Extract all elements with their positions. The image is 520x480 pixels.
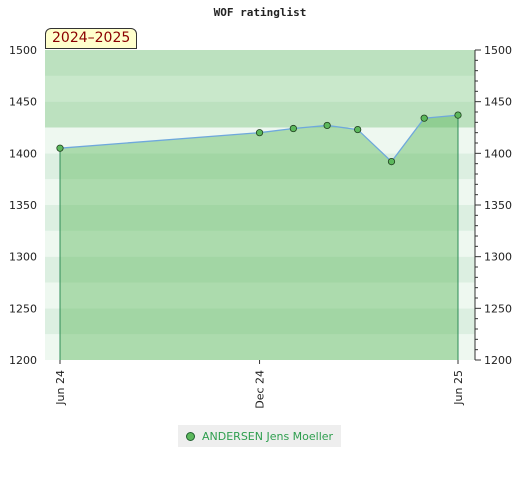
grid-band <box>45 179 475 205</box>
y-tick-label-right: 1500 <box>484 44 512 57</box>
grid-band <box>45 50 475 76</box>
y-tick-label-right: 1250 <box>484 302 512 315</box>
upper-band-shade <box>45 50 475 128</box>
data-point <box>354 125 362 134</box>
series-area <box>60 115 458 360</box>
data-point <box>454 111 462 119</box>
y-tick-label-left: 1250 <box>9 302 37 315</box>
grid-band <box>45 205 475 231</box>
data-point <box>387 158 396 166</box>
grid-band <box>45 101 475 128</box>
y-tick-label-right: 1200 <box>484 354 512 367</box>
data-point <box>56 144 64 152</box>
y-tick-label-left: 1400 <box>9 147 37 160</box>
data-point <box>255 129 264 137</box>
y-tick-label-right: 1350 <box>484 199 512 212</box>
series-line <box>59 114 459 163</box>
chart-title: WOF ratinglist <box>213 6 307 19</box>
grid-band <box>45 153 475 180</box>
grid-band <box>45 308 475 335</box>
legend-label: ANDERSEN Jens Moeller <box>202 429 334 443</box>
legend[interactable]: ANDERSEN Jens Moeller <box>178 425 342 447</box>
y-tick-label-right: 1300 <box>484 251 512 264</box>
y-tick-label-right: 1400 <box>484 147 512 160</box>
grid-band <box>45 334 475 360</box>
y-tick-label-right: 1450 <box>484 96 512 109</box>
season-badge: 2024–2025 <box>45 28 138 49</box>
x-tick-label: Jun 25 <box>452 370 465 406</box>
y-tick-label-left: 1450 <box>9 96 37 109</box>
grid-band <box>45 256 475 283</box>
grid-band <box>45 282 475 309</box>
x-tick-label: Dec 24 <box>254 370 267 409</box>
y-tick-label-left: 1500 <box>9 44 37 57</box>
y-tick-label-left: 1300 <box>9 251 37 264</box>
y-tick-label-left: 1200 <box>9 354 37 367</box>
x-tick-label: Jun 24 <box>54 370 67 406</box>
grid-band <box>45 230 475 257</box>
data-point <box>289 124 297 133</box>
grid-band <box>45 75 475 102</box>
chart-plot: 1200 1200 1250 1250 1300 1300 1350 1350 1400 1400… <box>9 44 512 409</box>
data-point <box>420 114 428 122</box>
legend-marker <box>186 431 195 441</box>
y-tick-label-left: 1350 <box>9 199 37 212</box>
data-point <box>323 121 331 130</box>
